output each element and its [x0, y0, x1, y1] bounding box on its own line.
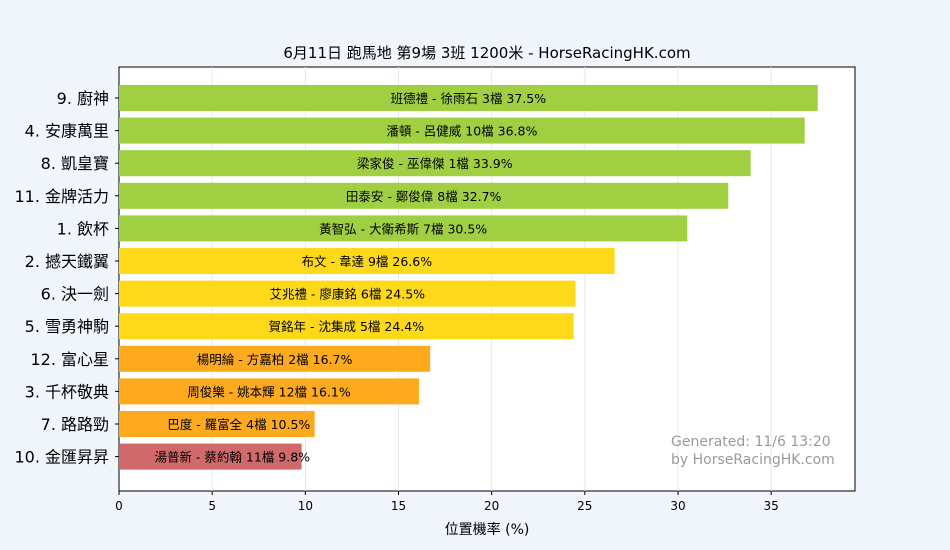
category-label: 5. 雪勇神駒 [25, 317, 109, 336]
category-label: 7. 路路勁 [41, 415, 109, 434]
bar-labels: 班德禮 - 徐雨石 3檔 37.5% 潘頓 - 呂健威 10檔 36.8% 梁家俊 … [154, 91, 546, 465]
category-label: 2. 撼天鐵翼 [25, 252, 109, 271]
bar-data-label: 湯普新 - 蔡約翰 11檔 9.8% [154, 450, 310, 465]
bar [119, 182, 729, 209]
bar-data-label: 楊明綸 - 方嘉柏 2檔 16.7% [197, 352, 353, 367]
category-labels: 9. 廚神 4. 安康萬里 8. 凱皇寶 11. 金牌活力 1. 飲杯 2. 撼天鐵翼 6.… [14, 89, 119, 467]
bar [119, 85, 818, 111]
bar-data-label: 梁家俊 - 巫偉傑 1檔 33.9% [357, 156, 513, 171]
category-label: 1. 飲杯 [57, 219, 109, 238]
x-axis-ticks: 0 5 10 15 20 25 30 35 [115, 491, 779, 513]
category-label: 12. 富心星 [30, 350, 109, 369]
watermark-line-1: Generated: 11/6 13:20 [671, 434, 831, 450]
x-tick-label: 35 [764, 499, 779, 513]
category-label: 11. 金牌活力 [14, 187, 109, 206]
category-label: 9. 廚神 [57, 89, 109, 108]
watermark-line-2: by HorseRacingHK.com [671, 452, 835, 468]
chart-title: 6月11日 跑馬地 第9場 3班 1200米 - HorseRacingHK.c… [283, 44, 690, 62]
bar [119, 117, 805, 144]
x-tick-label: 20 [484, 499, 499, 513]
x-tick-label: 10 [298, 499, 313, 513]
bar-data-label: 周俊樂 - 姚本輝 12檔 16.1% [187, 384, 351, 399]
bar [119, 280, 576, 307]
bar [119, 313, 574, 340]
category-label: 4. 安康萬里 [25, 122, 109, 141]
bar [119, 345, 431, 372]
bar-data-label: 田泰安 - 鄭俊偉 8檔 32.7% [346, 189, 502, 204]
bars [119, 85, 818, 470]
bar [119, 411, 315, 437]
bar [119, 248, 615, 274]
bar [119, 215, 688, 242]
bar [119, 443, 302, 470]
x-tick-label: 25 [577, 499, 592, 513]
category-label: 6. 決一劍 [41, 285, 109, 304]
bar-data-label: 潘頓 - 呂健威 10檔 36.8% [386, 124, 537, 139]
bar [119, 378, 419, 405]
category-label: 8. 凱皇寶 [41, 154, 109, 173]
bar-data-label: 賀銘年 - 沈集成 5檔 24.4% [269, 319, 425, 334]
category-label: 10. 金匯昇昇 [14, 448, 109, 467]
bar-data-label: 艾兆禮 - 廖康銘 6檔 24.5% [269, 287, 425, 302]
bar [119, 150, 751, 177]
category-label: 3. 千杯敬典 [25, 382, 109, 401]
x-tick-label: 30 [670, 499, 685, 513]
x-axis-label: 位置機率 (%) [445, 521, 530, 538]
x-tick-label: 0 [115, 499, 123, 513]
x-tick-label: 5 [208, 499, 216, 513]
bar-data-label: 黃智弘 - 大衛希斯 7檔 30.5% [319, 221, 487, 236]
x-tick-label: 15 [391, 499, 406, 513]
bar-data-label: 班德禮 - 徐雨石 3檔 37.5% [391, 91, 547, 106]
bar-data-label: 布文 - 韋達 9檔 26.6% [302, 254, 433, 269]
bar-data-label: 巴度 - 羅富全 4檔 10.5% [167, 417, 310, 432]
